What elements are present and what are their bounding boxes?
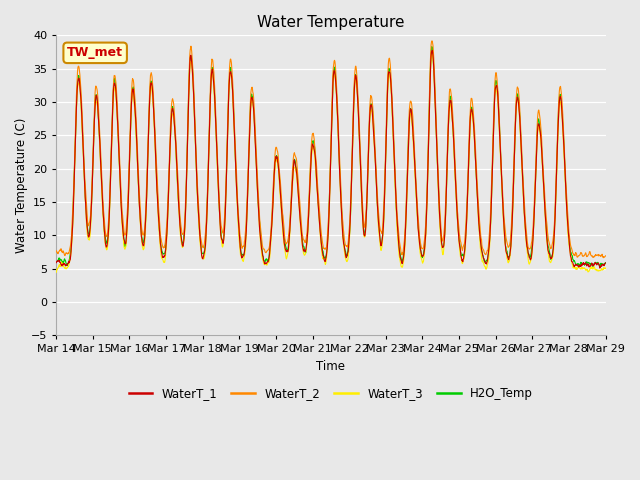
Title: Water Temperature: Water Temperature xyxy=(257,15,404,30)
Legend: WaterT_1, WaterT_2, WaterT_3, H2O_Temp: WaterT_1, WaterT_2, WaterT_3, H2O_Temp xyxy=(124,382,538,404)
Y-axis label: Water Temperature (C): Water Temperature (C) xyxy=(15,118,28,253)
Text: TW_met: TW_met xyxy=(67,47,123,60)
X-axis label: Time: Time xyxy=(316,360,346,373)
